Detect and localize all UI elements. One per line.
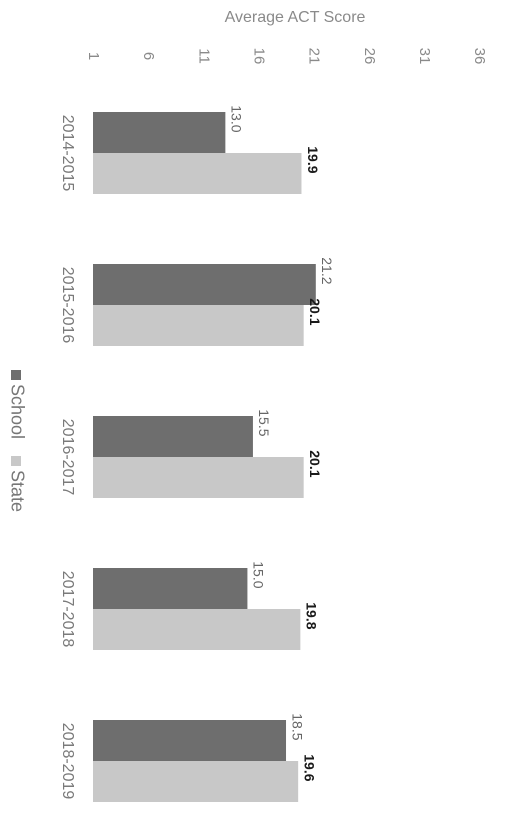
data-label-school: 15.0 (251, 561, 267, 588)
data-label-state: 20.1 (307, 298, 323, 325)
data-label-school: 15.5 (256, 409, 272, 436)
data-label-school: 18.5 (289, 713, 305, 740)
bar-school-2015-2016 (93, 264, 316, 305)
category-label: 2018-2019 (59, 723, 76, 800)
data-label-school: 13.0 (229, 105, 245, 132)
category-label: 2016-2017 (59, 419, 76, 496)
bar-state-2015-2016 (93, 305, 304, 346)
category-label: 2015-2016 (59, 267, 76, 344)
x-tick-label: 6 (140, 52, 157, 60)
x-tick-label: 11 (195, 48, 212, 64)
category-label: 2017-2018 (59, 571, 76, 648)
legend-swatch-school (11, 370, 21, 380)
chart-rotated-group: Average ACT Score 1 6 11 16 21 26 31 36 13.019.… (7, 9, 488, 802)
bar-school-2016-2017 (93, 416, 253, 457)
data-label-school: 21.2 (319, 257, 335, 284)
bar-state-2016-2017 (93, 457, 304, 498)
bars: 13.0 19.9 21.2 20.1 15.5 20.1 15.0 19.8 18.5 19.6 (92, 105, 335, 802)
category-labels: 2014-2015 2015-2016 2016-2017 2017-2018 2018… (59, 115, 76, 800)
bar-state-2018-2019 (93, 761, 299, 802)
bar-school-2014-2015 (92, 112, 226, 153)
x-tick-label: 16 (250, 48, 267, 65)
legend-swatch-state (11, 456, 21, 466)
legend-label-state: State (7, 470, 27, 512)
bar-school-2018-2019 (93, 720, 287, 761)
bar-state-2017-2018 (93, 609, 301, 650)
bar-state-2014-2015 (93, 153, 302, 194)
x-tick-label: 31 (416, 48, 433, 65)
x-axis-title: Average ACT Score (225, 9, 366, 26)
data-label-state: 20.1 (307, 450, 323, 477)
category-label: 2014-2015 (59, 115, 76, 192)
legend: School State (7, 370, 27, 512)
data-label-state: 19.6 (301, 754, 317, 781)
x-tick-label: 1 (85, 52, 102, 60)
legend-label-school: School (7, 384, 27, 439)
data-label-state: 19.9 (305, 146, 321, 173)
data-label-state: 19.8 (304, 602, 320, 629)
bar-school-2017-2018 (93, 568, 248, 609)
x-tick-label: 26 (361, 48, 378, 65)
x-tick-label: 21 (306, 48, 323, 65)
x-tick-label: 36 (471, 48, 488, 65)
x-axis-ticks: 1 6 11 16 21 26 31 36 (85, 48, 488, 65)
